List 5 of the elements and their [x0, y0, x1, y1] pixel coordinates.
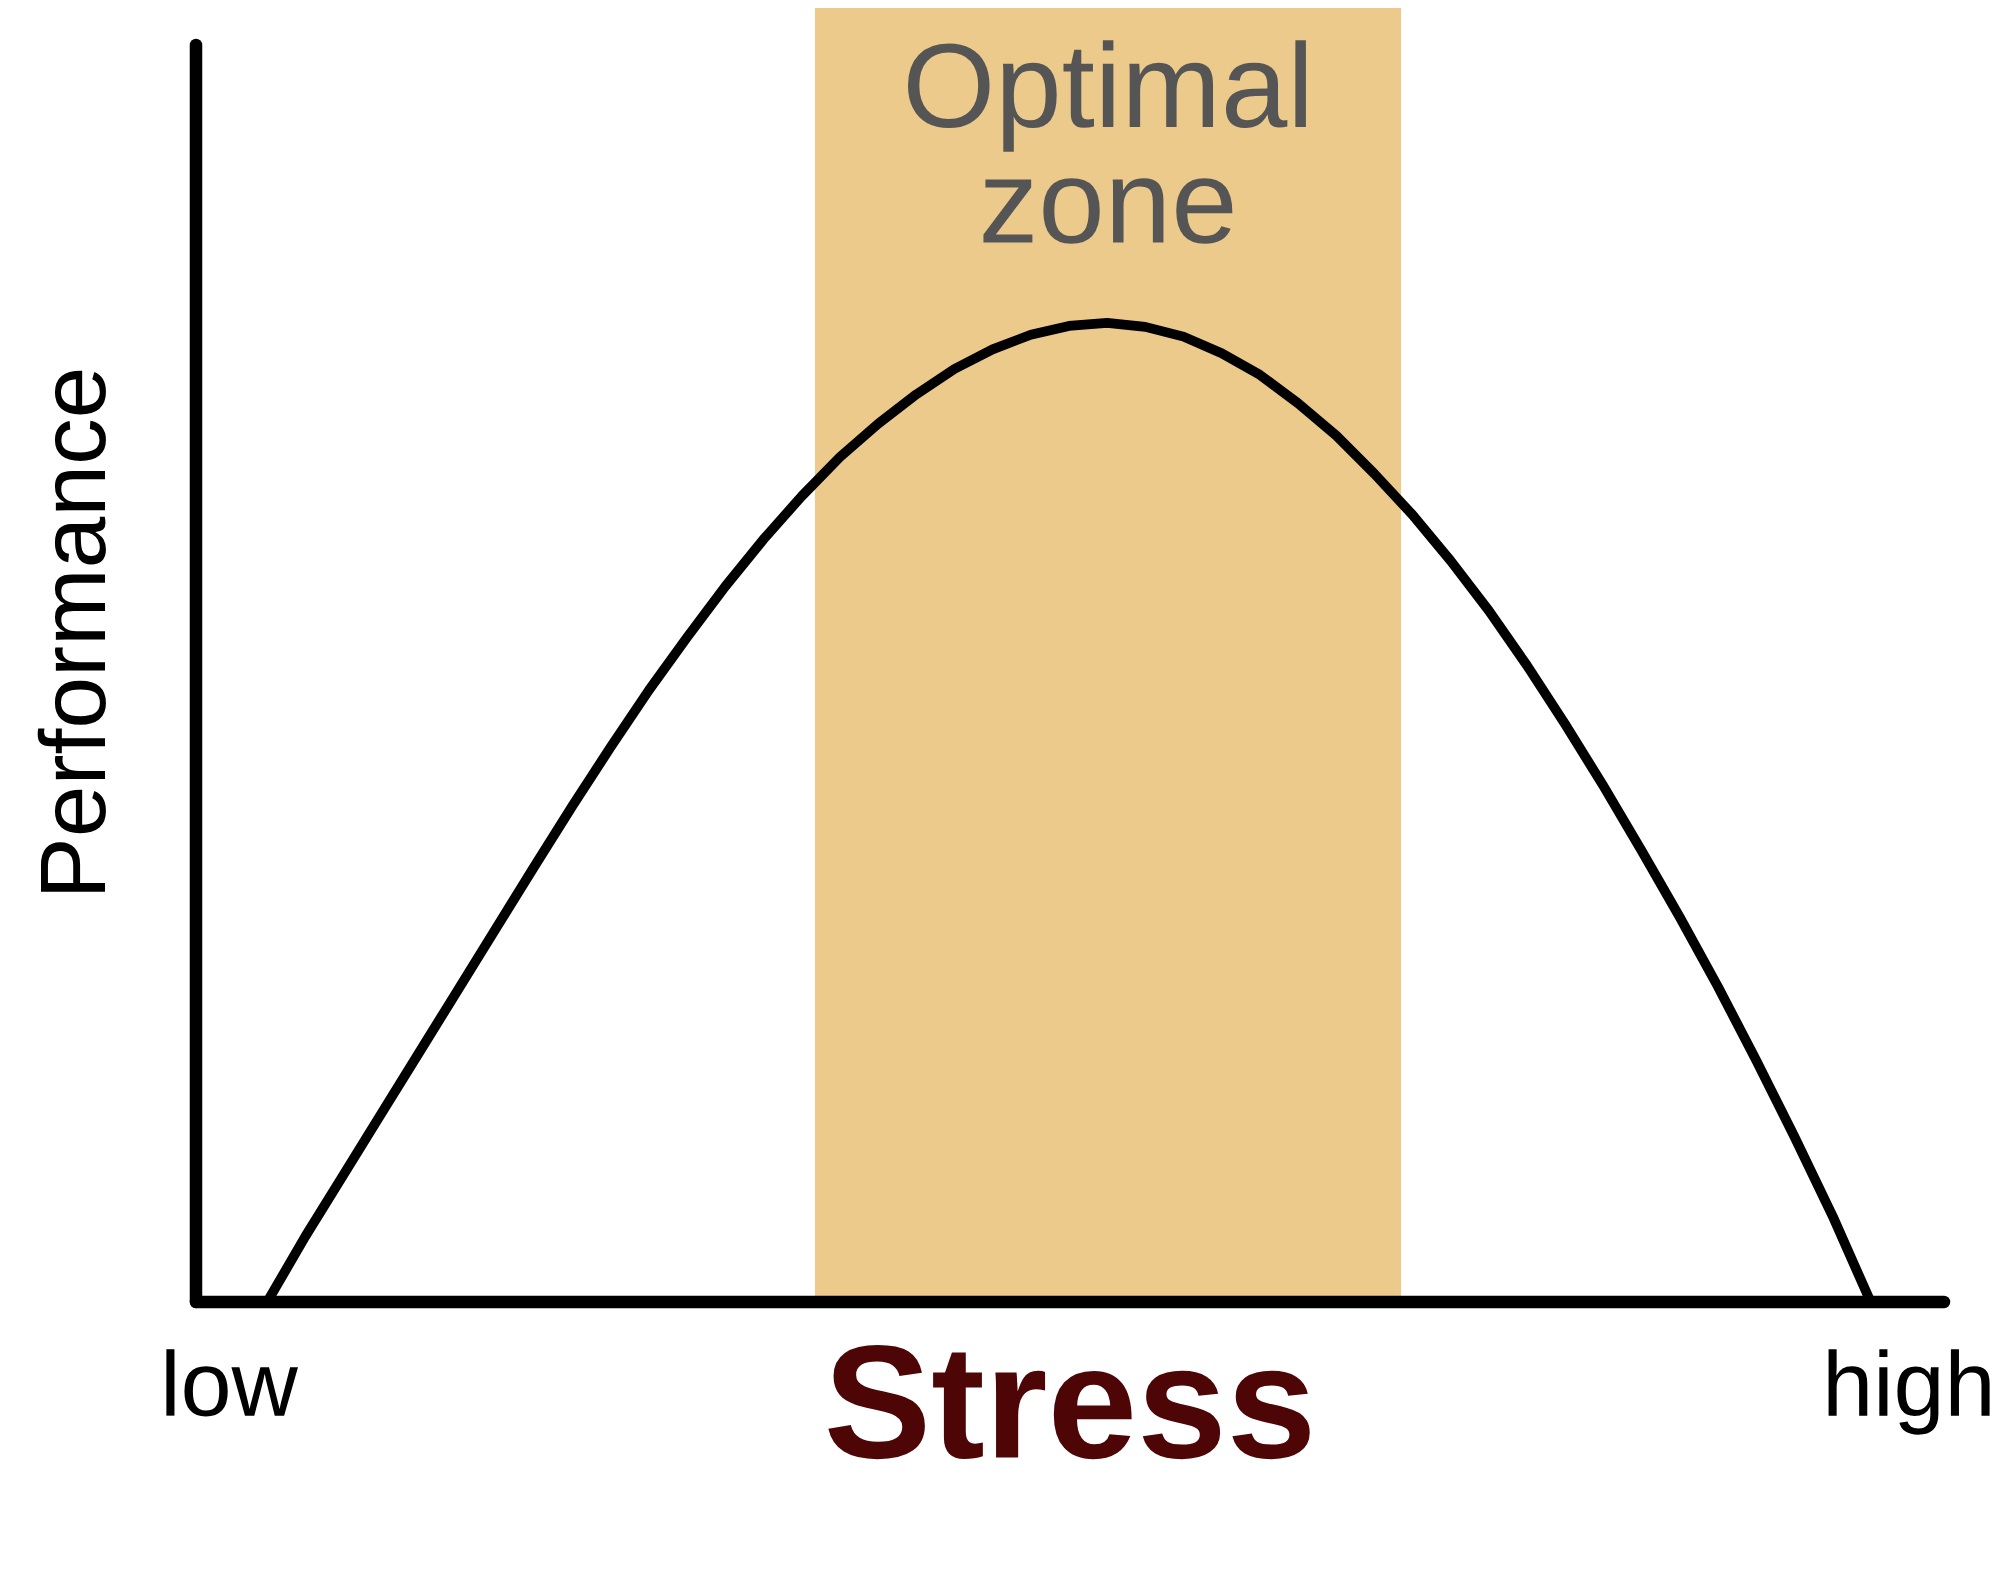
text: Optimal zone: [908, 40, 1306, 244]
x-tick-label: high: [1828, 1349, 1990, 1435]
x-axis-title: Stress: [828, 1345, 1310, 1460]
x-tick-label: low: [166, 1349, 298, 1417]
y-axis-title: Performance: [37, 370, 106, 892]
